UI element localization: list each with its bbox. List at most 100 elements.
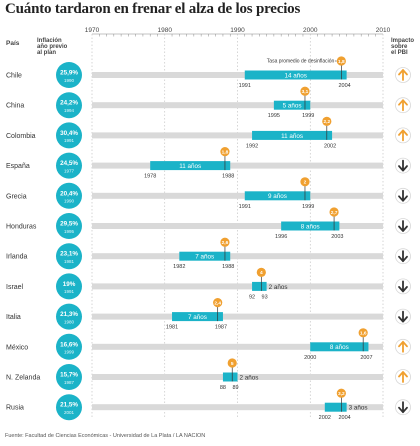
timeline-track: [92, 404, 383, 411]
x-tick-label: 1980: [158, 27, 173, 34]
inflation-value: 16,6%: [60, 341, 78, 348]
inflation-badge: [56, 92, 82, 119]
rate-marker: [336, 56, 346, 66]
country-label: China: [6, 103, 24, 110]
inflation-value: 15,7%: [60, 372, 78, 379]
start-year-label: 1991: [239, 83, 251, 89]
inflation-badge: [56, 152, 82, 179]
inflation-year: 1991: [64, 138, 75, 143]
inflation-year: 1990: [64, 199, 75, 204]
arrow-down-icon: [398, 310, 408, 323]
inflation-year: 1981: [64, 259, 75, 264]
end-year-label: 2004: [339, 415, 351, 421]
duration-bar: [222, 372, 238, 382]
duration-label: 14 años: [284, 72, 306, 79]
chart-row: Israel 19%1991 2 años 92 93 4: [6, 267, 411, 300]
inflation-value: 19%: [63, 281, 76, 288]
end-year-label: 1999: [302, 113, 314, 119]
inflation-badge: [56, 364, 82, 390]
country-label: Grecia: [6, 193, 27, 200]
inflation-badge: [56, 182, 82, 209]
header-inflation-3: al plan: [37, 50, 56, 56]
rate-marker: [336, 388, 346, 398]
timeline-track: [92, 162, 383, 169]
rate-marker: [227, 358, 237, 368]
chart-row: Irlanda 23,1%1981 7 años 1982 1988 2,6: [6, 237, 411, 270]
inflation-value: 30,4%: [60, 130, 78, 137]
start-year-label: 2000: [304, 355, 316, 361]
chart-row: Honduras 29,5%1995 8 años 1996 2003 2,7: [6, 207, 411, 240]
header-inflation-1: Inflación: [37, 38, 62, 44]
rate-value: 1,6: [360, 331, 367, 337]
chart-row: México 16,6% 1999 8 años 2000 2007 1,6: [6, 328, 411, 361]
inflation-badge: [56, 62, 82, 88]
inflation-year: 2001: [64, 410, 75, 415]
start-year-label: 1996: [275, 234, 287, 240]
rate-marker: [329, 207, 339, 217]
rate-marker: [300, 177, 310, 187]
start-year-label: 1982: [173, 264, 185, 270]
rate-value: 1,8: [338, 59, 345, 65]
end-year-label: 2003: [331, 234, 343, 240]
inflation-badge: [56, 394, 82, 421]
inflation-year: 1995: [64, 229, 75, 234]
timeline-track: [92, 223, 383, 229]
rate-marker: [220, 237, 230, 247]
duration-bar: [252, 130, 333, 140]
start-year-label: 1978: [144, 174, 156, 180]
rate-value: 1,8: [222, 149, 229, 155]
duration-label: 2 años: [240, 374, 259, 381]
end-year-label: 1987: [215, 325, 227, 331]
duration-label: 3 años: [349, 405, 368, 412]
duration-label: 11 años: [179, 163, 201, 170]
start-year-label: 1995: [268, 113, 280, 119]
source-note: Fuente: Facultad de Ciencias Económicas …: [5, 433, 206, 439]
duration-label: 8 años: [330, 344, 349, 351]
arrow-down-icon: [398, 220, 408, 232]
end-year-label: 89: [232, 385, 238, 391]
header-impact-3: el PBI: [391, 50, 408, 56]
timeline-track: [92, 72, 383, 78]
end-year-label: 2002: [324, 143, 336, 149]
inflation-year: 1987: [64, 380, 75, 385]
arrow-up-icon: [398, 99, 408, 112]
arrow-up-icon: [398, 69, 408, 81]
timeline-track: [92, 313, 383, 320]
rate-marker: [256, 267, 266, 277]
arrow-down-icon: [398, 159, 408, 172]
rate-value: 2,7: [331, 210, 338, 216]
end-year-label: 93: [262, 294, 268, 300]
start-year-label: 1991: [239, 204, 251, 210]
duration-bar: [172, 312, 223, 322]
arrow-up-icon: [398, 340, 408, 353]
rate-value: 4: [260, 270, 263, 276]
country-label: Chile: [6, 73, 22, 80]
duration-label: 2 años: [269, 284, 288, 291]
timeline-track: [92, 192, 383, 199]
start-year-label: 1981: [166, 325, 178, 331]
country-label: Rusia: [6, 405, 24, 412]
inflation-value: 24,5%: [60, 160, 78, 167]
rate-marker: [213, 298, 223, 308]
arrow-up-icon: [398, 129, 408, 142]
country-label: N. Zelanda: [6, 375, 40, 382]
duration-label: 7 años: [188, 314, 207, 321]
inflation-value: 23,1%: [60, 251, 78, 258]
chart-row: Grecia 20,4% 1990 9 años 1991 1999 2: [6, 177, 411, 210]
duration-bar: [310, 342, 369, 352]
x-axis: 1970 1980 1990 2000 2010: [85, 27, 391, 418]
rate-value: 2,6: [222, 240, 229, 246]
inflation-badge: [56, 333, 82, 360]
duration-bar: [273, 100, 311, 110]
end-year-label: 1988: [222, 174, 234, 180]
x-tick-label: 1990: [230, 27, 245, 34]
inflation-year: 1990: [64, 78, 75, 83]
end-year-label: 2004: [339, 83, 351, 89]
end-year-label: 2007: [360, 355, 372, 361]
start-year-label: 92: [249, 294, 255, 300]
duration-bar: [244, 70, 347, 80]
start-year-label: 1992: [246, 143, 258, 149]
arrow-down-icon: [398, 189, 408, 202]
inflation-value: 24,2%: [60, 100, 78, 107]
